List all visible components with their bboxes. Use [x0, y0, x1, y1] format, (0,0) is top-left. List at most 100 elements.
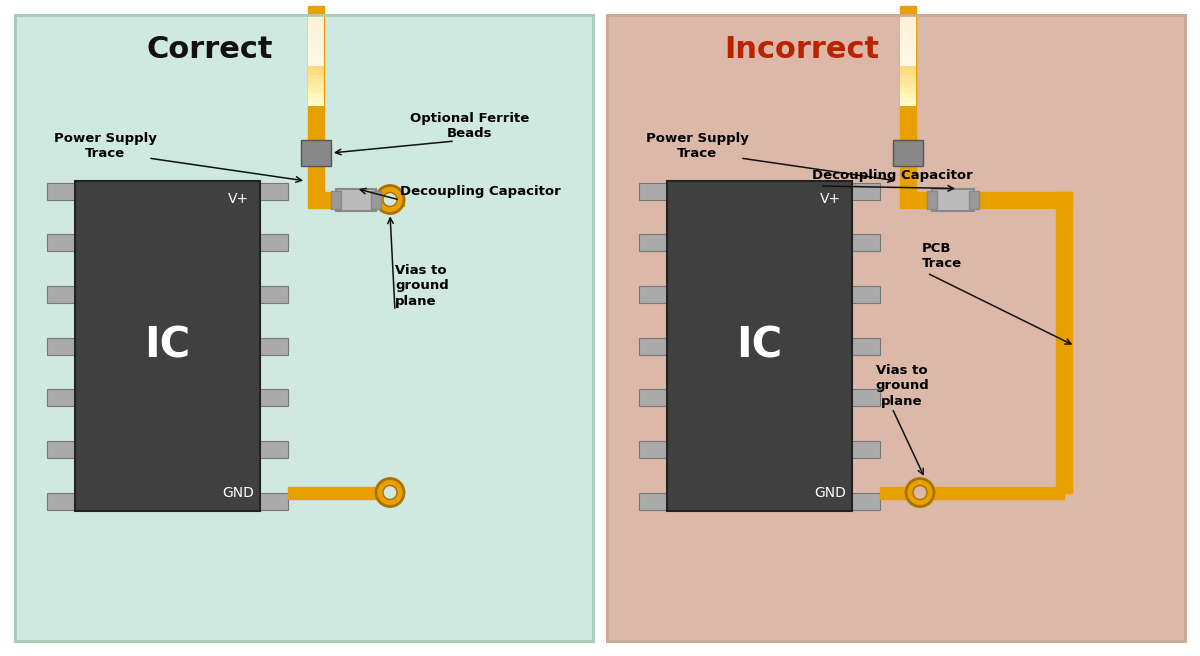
Bar: [288, 487, 390, 499]
Bar: [640, 337, 667, 354]
Bar: [900, 56, 916, 61]
Text: GND: GND: [814, 486, 846, 500]
Bar: [308, 100, 324, 106]
Text: Vias to
ground
plane: Vias to ground plane: [395, 264, 449, 308]
Bar: [47, 182, 74, 199]
Bar: [308, 87, 324, 92]
Bar: [308, 78, 324, 83]
Text: PCB
Trace: PCB Trace: [922, 242, 962, 270]
Circle shape: [913, 485, 928, 499]
Bar: [900, 87, 916, 92]
Bar: [640, 182, 667, 199]
Bar: [900, 73, 916, 79]
Bar: [301, 140, 331, 166]
Bar: [852, 441, 880, 458]
Text: V+: V+: [820, 192, 840, 206]
Bar: [308, 106, 324, 140]
Text: Optional Ferrite
Beads: Optional Ferrite Beads: [410, 112, 529, 140]
Bar: [900, 42, 916, 47]
Bar: [900, 64, 916, 70]
Bar: [1056, 192, 1072, 493]
Bar: [900, 83, 916, 88]
Text: Vias to
ground
plane: Vias to ground plane: [875, 365, 929, 407]
Circle shape: [383, 192, 397, 207]
Bar: [308, 20, 324, 25]
Circle shape: [383, 485, 397, 499]
Bar: [852, 493, 880, 510]
Bar: [308, 15, 324, 20]
Bar: [308, 166, 324, 207]
Bar: [308, 64, 324, 70]
Bar: [640, 441, 667, 458]
Bar: [308, 28, 324, 34]
Bar: [852, 182, 880, 199]
Bar: [308, 47, 324, 52]
Bar: [308, 69, 324, 75]
Bar: [308, 33, 324, 39]
Bar: [47, 286, 74, 303]
Bar: [371, 190, 382, 209]
Bar: [852, 286, 880, 303]
Bar: [14, 15, 593, 641]
Bar: [308, 16, 324, 66]
Text: IC: IC: [144, 325, 191, 367]
Bar: [47, 337, 74, 354]
Circle shape: [376, 478, 404, 506]
Text: Incorrect: Incorrect: [725, 35, 880, 64]
Bar: [640, 493, 667, 510]
Bar: [900, 15, 916, 20]
Bar: [336, 188, 376, 211]
Bar: [970, 190, 979, 209]
Circle shape: [376, 186, 404, 213]
Bar: [932, 188, 974, 211]
Bar: [47, 493, 74, 510]
Bar: [640, 389, 667, 406]
Text: Decoupling Capacitor: Decoupling Capacitor: [812, 169, 973, 182]
Bar: [308, 24, 324, 30]
Bar: [900, 24, 916, 30]
Bar: [900, 6, 916, 106]
Bar: [900, 69, 916, 75]
Bar: [308, 51, 324, 56]
Bar: [260, 441, 288, 458]
Bar: [916, 192, 932, 207]
Bar: [260, 493, 288, 510]
Bar: [308, 73, 324, 79]
Bar: [900, 78, 916, 83]
Bar: [308, 6, 324, 106]
Bar: [920, 487, 1064, 499]
Bar: [893, 140, 923, 166]
Bar: [371, 194, 404, 205]
Bar: [900, 106, 916, 140]
Bar: [331, 190, 341, 209]
Bar: [308, 42, 324, 47]
Bar: [900, 47, 916, 52]
Bar: [260, 286, 288, 303]
Text: Power Supply
Trace: Power Supply Trace: [54, 132, 156, 160]
Bar: [900, 33, 916, 39]
Bar: [74, 181, 260, 511]
Bar: [308, 37, 324, 43]
Bar: [14, 15, 593, 641]
Bar: [308, 83, 324, 88]
Text: V+: V+: [228, 192, 248, 206]
Bar: [640, 234, 667, 251]
Bar: [900, 96, 916, 102]
Bar: [47, 441, 74, 458]
Bar: [880, 487, 920, 499]
Bar: [852, 389, 880, 406]
Text: Decoupling Capacitor: Decoupling Capacitor: [400, 184, 560, 197]
Bar: [900, 37, 916, 43]
Bar: [260, 182, 288, 199]
Bar: [852, 234, 880, 251]
Bar: [47, 234, 74, 251]
Bar: [900, 51, 916, 56]
Bar: [308, 96, 324, 102]
Bar: [928, 190, 937, 209]
Text: Power Supply
Trace: Power Supply Trace: [646, 132, 749, 160]
Bar: [900, 16, 916, 66]
Bar: [900, 91, 916, 97]
Bar: [308, 56, 324, 61]
Text: Correct: Correct: [146, 35, 274, 64]
Bar: [607, 15, 1186, 641]
